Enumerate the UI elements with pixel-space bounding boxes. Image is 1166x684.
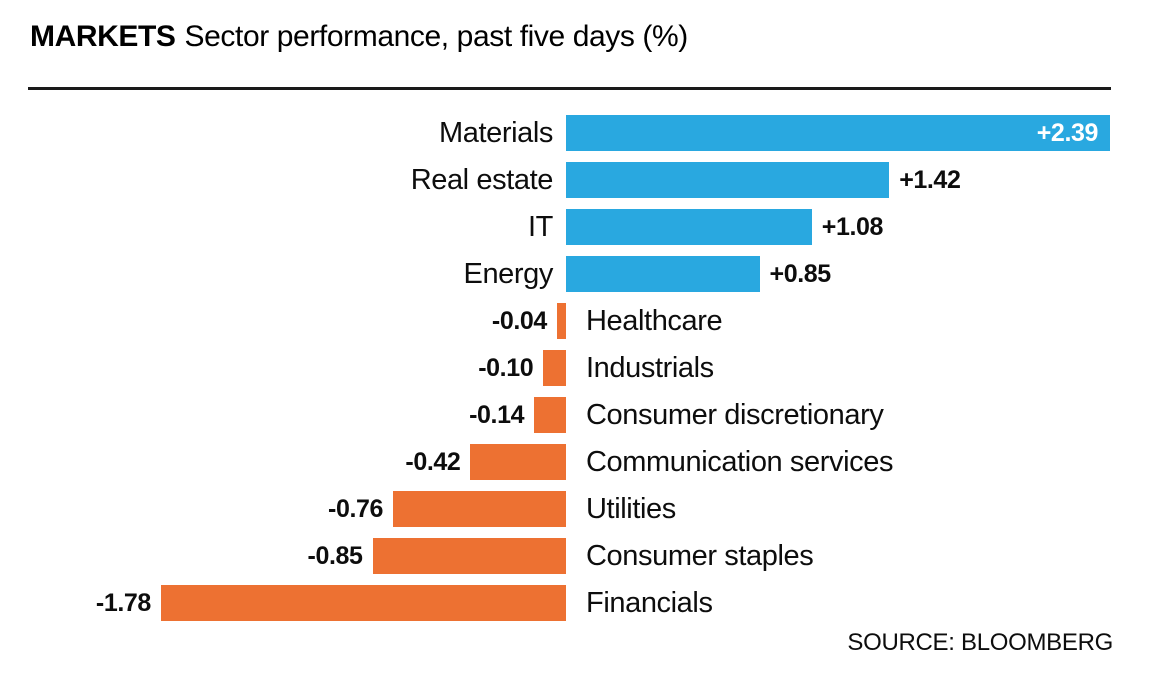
value-label-consumer-discretionary: -0.14	[469, 401, 525, 429]
category-label-energy: Energy	[463, 258, 554, 290]
bar-row-consumer-discretionary: Consumer discretionary -0.14	[0, 395, 1166, 442]
value-label-healthcare: -0.04	[491, 307, 547, 335]
category-label-consumer-discretionary: Consumer discretionary	[586, 399, 884, 431]
bar-financials	[160, 585, 566, 621]
chart-title-kicker: MARKETS	[30, 20, 176, 53]
sector-performance-bar-chart: Materials +2.39 Real estate +1.42 IT +1.08 Ene…	[0, 113, 1166, 630]
category-label-consumer-staples: Consumer staples	[586, 540, 814, 572]
value-label-financials: -1.78	[95, 589, 151, 617]
bar-consumer-staples	[372, 538, 566, 574]
bar-row-it: IT +1.08	[0, 207, 1166, 254]
category-label-industrials: Industrials	[586, 352, 714, 384]
chart-title-text: Sector performance, past five days (%)	[184, 20, 689, 53]
category-label-real-estate: Real estate	[410, 164, 554, 196]
bar-healthcare	[556, 303, 566, 339]
bar-row-communication-services: Communication services -0.42	[0, 442, 1166, 489]
value-label-industrials: -0.10	[478, 354, 534, 382]
bar-row-consumer-staples: Consumer staples -0.85	[0, 536, 1166, 583]
value-label-communication-services: -0.42	[405, 448, 461, 476]
category-label-utilities: Utilities	[586, 493, 676, 525]
category-label-it: IT	[528, 211, 553, 243]
bar-row-materials: Materials +2.39	[0, 113, 1166, 160]
bar-row-real-estate: Real estate +1.42	[0, 160, 1166, 207]
bar-it	[566, 209, 812, 245]
bar-row-healthcare: Healthcare -0.04	[0, 301, 1166, 348]
bar-row-utilities: Utilities -0.76	[0, 489, 1166, 536]
category-label-materials: Materials	[438, 117, 553, 149]
bar-real-estate	[566, 162, 890, 198]
category-label-financials: Financials	[586, 587, 713, 619]
value-label-it: +1.08	[821, 213, 884, 241]
chart-title: MARKETS Sector performance, past five day…	[30, 16, 688, 58]
value-label-consumer-staples: -0.85	[307, 542, 363, 570]
source-credit: SOURCE: BLOOMBERG	[847, 629, 1113, 656]
value-label-utilities: -0.76	[328, 495, 383, 523]
bar-energy	[566, 256, 760, 292]
bar-materials	[566, 115, 1110, 151]
bar-consumer-discretionary	[534, 397, 566, 433]
bar-row-industrials: Industrials -0.10	[0, 348, 1166, 395]
bar-industrials	[543, 350, 566, 386]
value-label-real-estate: +1.42	[899, 166, 961, 194]
value-label-materials: +2.39	[1036, 119, 1099, 147]
bar-communication-services	[470, 444, 566, 480]
bar-row-financials: Financials -1.78	[0, 583, 1166, 630]
bar-utilities	[393, 491, 566, 527]
category-label-communication-services: Communication services	[586, 446, 894, 478]
value-label-energy: +0.85	[769, 260, 832, 288]
category-label-healthcare: Healthcare	[586, 305, 723, 337]
bar-row-energy: Energy +0.85	[0, 254, 1166, 301]
title-divider-line	[28, 87, 1111, 90]
